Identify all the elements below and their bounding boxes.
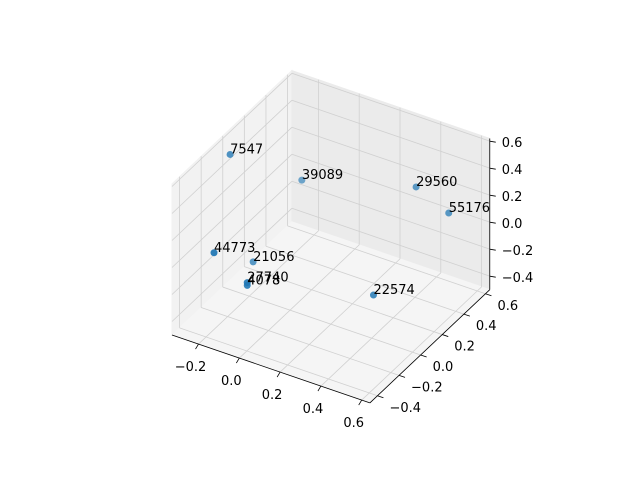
- x-tick-label: −0.2: [175, 360, 207, 375]
- grid-line: [279, 258, 401, 373]
- y-tick-label: 0.2: [454, 340, 475, 355]
- x-axis: [171, 334, 371, 404]
- tick-mark: [489, 275, 496, 278]
- grid-line: [291, 153, 490, 223]
- y-tick-label: −0.4: [389, 401, 421, 416]
- grid-line: [171, 72, 293, 187]
- point: [210, 249, 218, 257]
- point: [249, 258, 257, 266]
- tick-mark: [317, 385, 322, 392]
- y-tick-label: 0.6: [497, 299, 518, 314]
- tick-mark: [398, 374, 406, 378]
- tick-mark: [358, 399, 363, 406]
- z-tick-label: −0.4: [502, 271, 534, 286]
- point-label: 21056: [253, 250, 294, 265]
- point-label: 27740: [247, 271, 288, 286]
- tick-mark: [420, 354, 427, 358]
- tick-mark: [276, 371, 281, 378]
- grid-line: [244, 266, 443, 335]
- z-tick-label: 0.2: [502, 190, 523, 205]
- grid-line: [287, 225, 486, 295]
- point: [412, 183, 420, 191]
- tick-mark: [377, 395, 384, 399]
- grid-line: [291, 207, 490, 277]
- grid-line: [198, 230, 319, 345]
- z-tick-label: 0.4: [502, 163, 523, 178]
- grid-line: [291, 72, 490, 142]
- grid-line: [291, 99, 490, 169]
- grid-line: [239, 244, 360, 359]
- tick-mark: [195, 343, 199, 350]
- tick-mark: [489, 248, 496, 251]
- point-label: 44773: [214, 241, 255, 256]
- point: [445, 209, 453, 217]
- grid-line: [222, 286, 421, 356]
- x-tick-label: 0.2: [262, 388, 283, 403]
- tick-mark: [489, 194, 496, 197]
- grid-line: [179, 327, 378, 397]
- tick-mark: [442, 334, 449, 337]
- tick-mark: [489, 221, 496, 224]
- grid-line: [291, 126, 490, 196]
- tick-mark: [485, 293, 492, 297]
- tick-mark: [489, 167, 496, 170]
- y-tick-label: −0.2: [411, 380, 443, 395]
- grid-line: [171, 126, 293, 241]
- grid-line: [265, 245, 464, 315]
- tick-mark: [489, 140, 496, 143]
- point: [369, 291, 377, 299]
- point: [226, 150, 234, 158]
- z-tick-label: −0.2: [502, 244, 534, 259]
- point-label: 55176: [449, 201, 490, 216]
- z-tick-label: 0.0: [502, 217, 523, 232]
- x-tick-label: 0.6: [343, 416, 364, 431]
- tick-mark: [235, 357, 240, 364]
- y-tick-label: 0.0: [433, 360, 454, 375]
- point: [298, 176, 306, 184]
- grid-line: [171, 180, 293, 295]
- tick-mark: [463, 313, 470, 317]
- point-label: 4078: [247, 273, 280, 288]
- grid-line: [171, 153, 293, 268]
- point-label: 7547: [230, 142, 263, 157]
- grid-line: [171, 207, 293, 322]
- point-label: 39089: [302, 168, 343, 183]
- x-tick-label: 0.4: [303, 402, 324, 417]
- point-label: 22574: [373, 283, 414, 298]
- grid-line: [291, 180, 490, 250]
- y-tick-label: 0.4: [476, 319, 497, 334]
- grid-line: [361, 286, 482, 401]
- grid-line: [320, 272, 442, 387]
- y-axis: [369, 289, 491, 404]
- point: [243, 281, 251, 289]
- x-tick-label: 0.0: [221, 374, 242, 389]
- grid-line: [201, 307, 400, 376]
- z-tick-label: 0.6: [502, 136, 523, 151]
- point-label: 29560: [416, 175, 457, 190]
